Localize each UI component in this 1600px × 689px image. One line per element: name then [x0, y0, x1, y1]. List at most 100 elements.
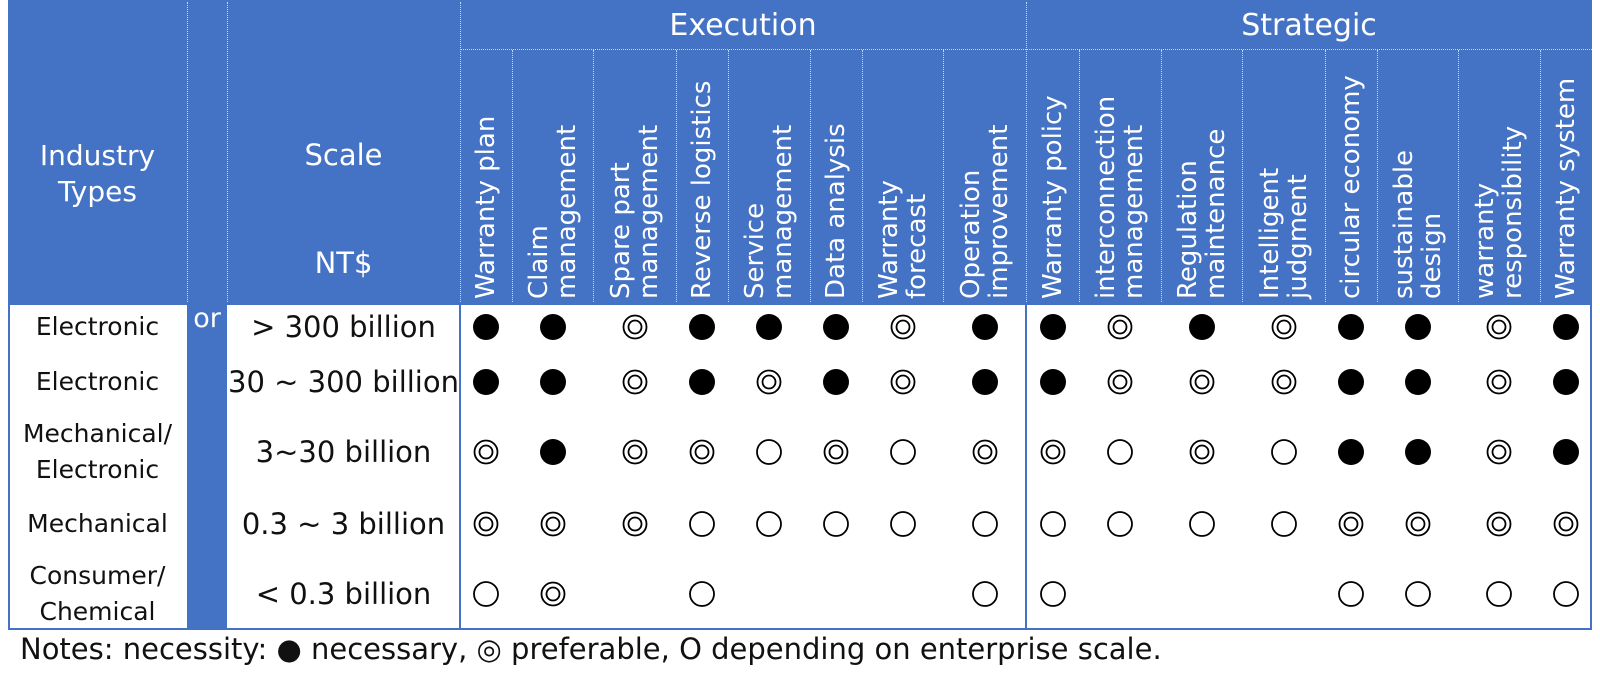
column-header-line: responsibility	[1498, 125, 1528, 299]
necessary-symbol: ●	[276, 632, 302, 666]
preferable-mark-icon	[473, 511, 499, 537]
preferable-mark-icon	[1486, 439, 1512, 465]
depending-mark-icon	[1188, 511, 1215, 537]
column-header-text: Claim management	[523, 53, 582, 299]
column-header-line: management	[1119, 124, 1149, 299]
necessary-mark-icon	[1338, 439, 1364, 465]
depending-mark-icon	[823, 511, 849, 537]
preferable-mark-icon	[823, 439, 849, 465]
depending-mark-icon	[1404, 581, 1431, 607]
column-header-text: Regulation maintenance	[1172, 53, 1231, 299]
column-separator	[810, 50, 811, 302]
preferable-label: preferable,	[501, 632, 680, 666]
column-header-text: Reverse logistics	[687, 53, 717, 299]
preferable-mark-icon	[622, 369, 647, 395]
depending-mark-icon	[756, 439, 782, 465]
column-header-text: Service management	[740, 53, 798, 299]
column-header-line: management	[768, 124, 798, 299]
necessary-mark-icon	[1404, 314, 1431, 340]
necessary-mark-icon	[971, 369, 998, 395]
column-header-line: Spare part	[605, 162, 636, 299]
preferable-mark-icon	[1553, 511, 1579, 537]
column-header-line: Data analysis	[821, 123, 851, 299]
column-header: Claim management	[512, 50, 593, 302]
warranty-matrix-table: Industry Types Scale NT$ or Execution Strategi…	[8, 0, 1592, 630]
column-header: Warranty plan	[460, 50, 512, 302]
column-header-line: Operation	[955, 169, 986, 299]
depending-mark-icon	[756, 511, 782, 537]
preferable-mark-icon	[1107, 314, 1133, 340]
column-separator	[1242, 50, 1243, 302]
necessary-mark-icon	[1404, 439, 1431, 465]
scale-header: Scale	[304, 138, 383, 172]
column-header-text: Warranty system	[1551, 53, 1581, 299]
depending-symbol: O	[679, 632, 702, 666]
preferable-mark-icon	[689, 439, 715, 465]
column-header-line: Claim	[523, 225, 554, 299]
or-strip	[187, 0, 227, 630]
group-strategic: Strategic	[1241, 8, 1377, 43]
column-header: Warranty policy	[1026, 50, 1079, 302]
depending-label: depending on enterprise scale.	[701, 632, 1162, 666]
industry-line: Consumer/	[29, 561, 166, 590]
preferable-mark-icon	[1338, 511, 1364, 537]
industry-line: Mechanical	[27, 509, 168, 538]
column-header-line: Reverse logistics	[687, 80, 717, 299]
necessary-mark-icon	[473, 314, 499, 340]
depending-mark-icon	[971, 581, 998, 607]
column-separator	[512, 50, 513, 302]
depending-mark-icon	[1039, 581, 1066, 607]
scale-cell: < 0.3 billion	[255, 577, 432, 611]
column-separator	[943, 50, 944, 302]
column-header-text: sustainable design	[1388, 53, 1447, 299]
column-header-line: forecast	[901, 193, 932, 299]
group-execution: Execution	[669, 8, 817, 43]
depending-mark-icon	[1270, 439, 1297, 465]
preferable-mark-icon	[473, 439, 499, 465]
column-separator	[1161, 50, 1162, 302]
column-separator	[1377, 50, 1378, 302]
column-header: Warranty forecast	[862, 50, 943, 302]
depending-mark-icon	[1270, 511, 1297, 537]
column-separator	[1325, 50, 1326, 302]
column-header-text: Data analysis	[821, 53, 851, 299]
column-header-text: Warranty plan	[471, 53, 501, 299]
column-separator	[1079, 50, 1080, 302]
necessary-label: necessary,	[301, 632, 477, 666]
preferable-mark-icon	[890, 369, 915, 395]
preferable-mark-icon	[622, 511, 647, 537]
preferable-mark-icon	[890, 314, 915, 340]
industry-line: Electronic	[35, 367, 160, 396]
column-header-line: sustainable	[1388, 149, 1419, 299]
preferable-mark-icon	[1040, 439, 1065, 465]
currency-label: NT$	[314, 246, 373, 280]
industry-line: Mechanical/	[22, 419, 173, 448]
column-header: sustainable design	[1377, 50, 1458, 302]
column-header-line: improvement	[983, 124, 1014, 299]
column-header-text: Spare part management	[605, 53, 664, 299]
column-header: Warranty system	[1540, 50, 1592, 302]
column-header: Reverse logistics	[676, 50, 728, 302]
column-header-line: Warranty system	[1551, 77, 1581, 299]
preferable-mark-icon	[1271, 314, 1296, 340]
preferable-mark-icon	[540, 511, 565, 537]
column-header: Regulation maintenance	[1161, 50, 1242, 302]
column-header-line: Regulation	[1172, 160, 1203, 299]
depending-mark-icon	[689, 581, 715, 607]
necessary-mark-icon	[539, 369, 566, 395]
header-band	[8, 0, 1592, 305]
group-split-line	[1025, 305, 1027, 630]
depending-mark-icon	[1039, 511, 1066, 537]
column-separator	[1458, 50, 1459, 302]
industry-line: Electronic	[35, 312, 160, 341]
necessary-mark-icon	[971, 314, 998, 340]
industry-types-line: Types	[58, 175, 137, 208]
depending-mark-icon	[1553, 581, 1579, 607]
necessary-mark-icon	[1188, 314, 1215, 340]
necessary-mark-icon	[823, 369, 849, 395]
column-header: interconnection management	[1079, 50, 1161, 302]
industry-line: Electronic	[35, 455, 160, 484]
necessary-mark-icon	[1553, 369, 1579, 395]
column-separator	[676, 50, 677, 302]
column-header: Service management	[728, 50, 810, 302]
